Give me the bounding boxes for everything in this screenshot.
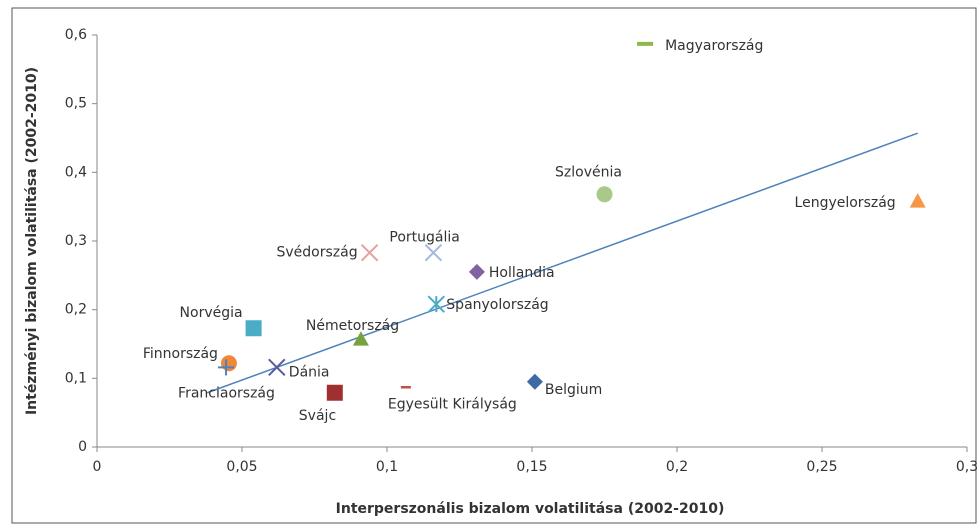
point-label: Norvégia xyxy=(180,305,243,321)
x-tick-label: 0,25 xyxy=(806,459,837,475)
point-marker xyxy=(427,295,446,313)
point-marker xyxy=(909,193,926,208)
point-marker xyxy=(268,358,286,377)
point-label: Szlovénia xyxy=(555,164,622,180)
point-marker xyxy=(360,243,379,262)
y-tick-label: 0,4 xyxy=(65,164,87,180)
x-tick-label: 0,1 xyxy=(376,459,398,475)
y-tick-label: 0 xyxy=(78,439,87,455)
point-marker xyxy=(596,186,613,203)
point-label: Finnország xyxy=(143,346,218,362)
point-label: Belgium xyxy=(545,382,602,398)
point-marker xyxy=(526,373,543,390)
point-label: Svájc xyxy=(299,408,336,424)
x-tick-label: 0,15 xyxy=(516,459,547,475)
point-marker xyxy=(218,359,235,376)
point-label: Hollandia xyxy=(489,265,555,281)
y-tick-label: 0,3 xyxy=(65,233,87,249)
point-label: Egyesült Királyság xyxy=(388,396,517,412)
chart-frame xyxy=(11,7,977,524)
point-label: Németország xyxy=(306,318,399,334)
x-axis-title: Interperszonális bizalom volatilitása (2… xyxy=(336,501,725,517)
point-marker xyxy=(352,331,369,346)
y-axis-title: Intézményi bizalom volatilitása (2002-20… xyxy=(24,67,40,415)
y-tick-label: 0,6 xyxy=(65,27,87,43)
point-label: Spanyolország xyxy=(446,297,548,313)
x-tick-label: 0 xyxy=(93,459,102,475)
point-label: Franciaország xyxy=(178,385,275,401)
point-marker xyxy=(424,243,443,262)
point-label: Svédország xyxy=(276,245,357,261)
x-tick-label: 0,2 xyxy=(666,459,688,475)
point-label: Magyarország xyxy=(665,38,763,54)
trendline xyxy=(206,132,918,394)
point-marker xyxy=(400,386,411,389)
point-marker xyxy=(468,263,485,280)
x-tick-label: 0,3 xyxy=(956,459,978,475)
point-marker xyxy=(637,41,654,46)
point-label: Dánia xyxy=(289,364,330,380)
point-marker xyxy=(220,355,237,372)
point-marker xyxy=(245,320,262,337)
y-tick-label: 0,2 xyxy=(65,302,87,318)
point-label: Portugália xyxy=(389,230,459,246)
point-label: Lengyelország xyxy=(795,195,896,211)
y-tick-label: 0,5 xyxy=(65,96,87,112)
y-tick-label: 0,1 xyxy=(65,370,87,386)
point-marker xyxy=(326,384,343,401)
x-tick-label: 0,05 xyxy=(226,459,257,475)
